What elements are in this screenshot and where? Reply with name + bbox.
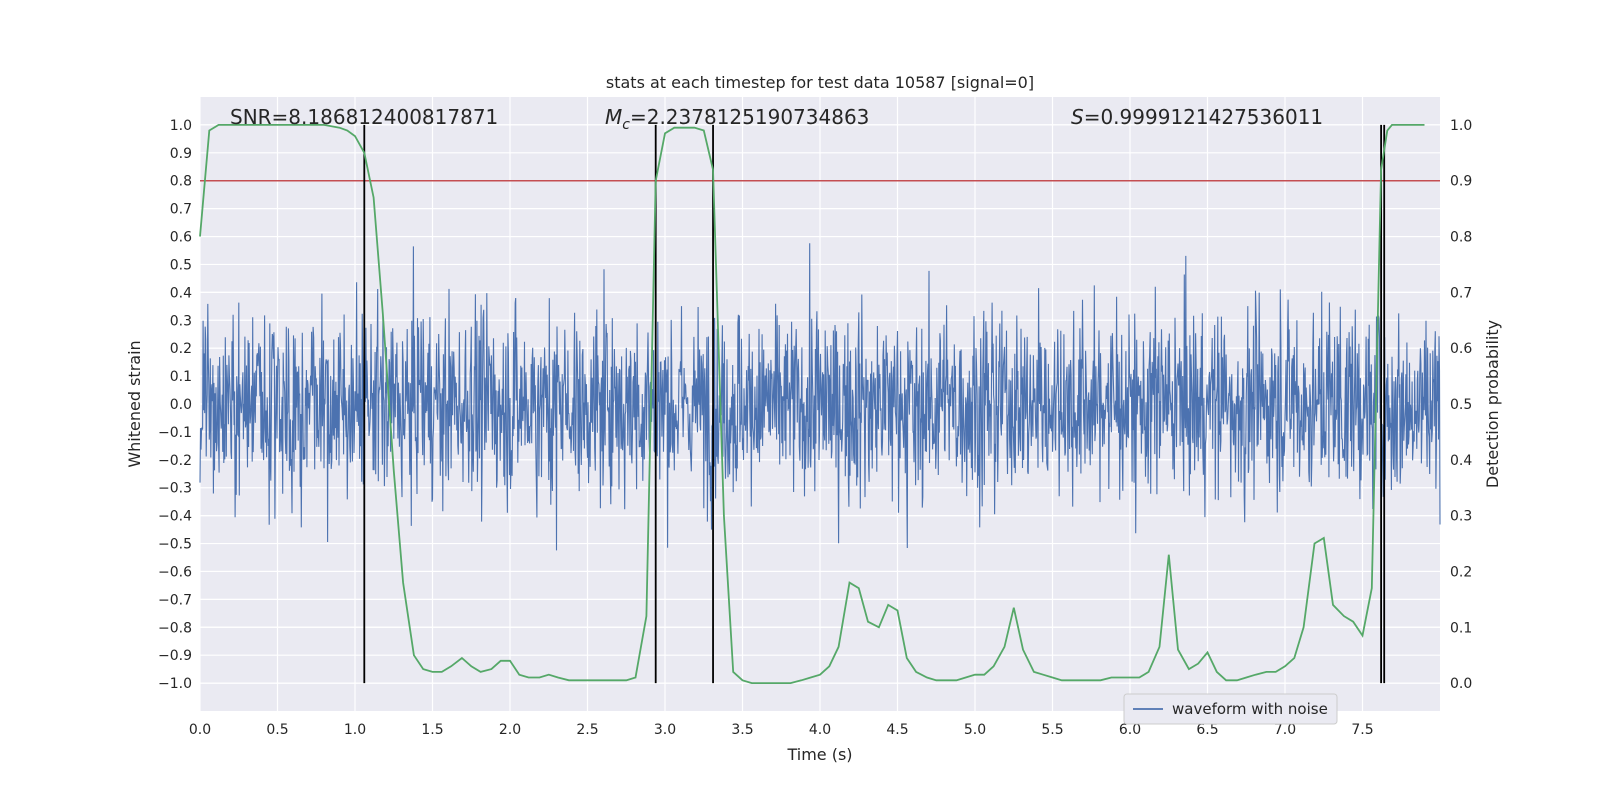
x-tick-label: 2.0 — [499, 722, 521, 738]
y-tick-label: −1.0 — [158, 676, 192, 692]
grid-lines — [199, 97, 1440, 711]
y2-tick-label: 0.2 — [1450, 564, 1472, 580]
y-tick-label: −0.1 — [158, 425, 192, 441]
x-tick-label: 3.0 — [654, 722, 676, 738]
waveform-path — [199, 243, 1441, 551]
y-tick-label: 0.4 — [170, 285, 192, 301]
chirp-mass-subscript: c — [622, 117, 630, 133]
y-tick-label: −0.3 — [158, 481, 192, 497]
waveform-series — [199, 243, 1441, 551]
y-tick-label: 0.2 — [170, 341, 192, 357]
x-axis-label: Time (s) — [786, 745, 852, 764]
y-tick-label: 0.8 — [170, 174, 192, 190]
y2-tick-label: 0.6 — [1450, 341, 1472, 357]
y-tick-label: 0.6 — [170, 230, 192, 246]
chart-title: stats at each timestep for test data 105… — [606, 73, 1034, 92]
x-tick-label: 0.5 — [266, 722, 288, 738]
legend-label: waveform with noise — [1172, 700, 1328, 718]
x-tick-label: 4.5 — [886, 722, 908, 738]
y2-tick-label: 1.0 — [1450, 118, 1472, 134]
s-annotation: S=0.9999121427536011 — [1071, 105, 1323, 129]
y-tick-label: −0.4 — [158, 509, 192, 525]
legend-box — [1123, 693, 1338, 725]
y-tick-label: −0.9 — [158, 648, 192, 664]
x-tick-label: 0.0 — [189, 722, 211, 738]
snr-annotation: SNR=8.186812400817871 — [230, 105, 498, 129]
x-tick-label: 7.0 — [1274, 722, 1296, 738]
x-tick-label: 2.5 — [576, 722, 598, 738]
y2-tick-label: 0.5 — [1450, 397, 1472, 413]
x-tick-label: 1.0 — [344, 722, 366, 738]
y-tick-label: −0.6 — [158, 564, 192, 580]
x-tick-labels: 0.0 0.5 1.0 1.5 2.0 2.5 3.0 3.5 4.0 4.5 5.0 5.5 6.0 6… — [189, 722, 1374, 738]
y-tick-labels: 1.0 0.9 0.8 0.7 0.6 0.5 0.4 0.3 0.2 0.1 0.0 −0.1 −0.… — [158, 118, 192, 692]
s-symbol: S — [1071, 105, 1084, 129]
s-value: =0.9999121427536011 — [1084, 105, 1323, 129]
y-tick-label: 0.5 — [170, 257, 192, 273]
x-tick-label: 7.5 — [1351, 722, 1373, 738]
x-tick-label: 5.0 — [964, 722, 986, 738]
detection-probability-line — [199, 124, 1425, 684]
y-tick-label: −0.2 — [158, 453, 192, 469]
chirp-mass-symbol: M — [605, 105, 622, 129]
x-tick-label: 4.0 — [809, 722, 831, 738]
x-tick-label: 6.5 — [1196, 722, 1218, 738]
x-tick-label: 3.5 — [731, 722, 753, 738]
chirp-mass-annotation: Mc=2.2378125190734863 — [605, 105, 869, 133]
y2-axis-label: Detection probability — [1483, 320, 1502, 488]
y2-tick-label: 0.1 — [1450, 620, 1472, 636]
y2-tick-label: 0.8 — [1450, 230, 1472, 246]
y-tick-label: 0.0 — [170, 397, 192, 413]
y-tick-label: 1.0 — [170, 118, 192, 134]
y-tick-label: −0.8 — [158, 620, 192, 636]
x-tick-label: 1.5 — [421, 722, 443, 738]
y2-tick-labels: 1.0 0.9 0.8 0.7 0.6 0.5 0.4 0.3 0.2 0.1 0.0 — [1450, 118, 1472, 692]
y-tick-label: 0.7 — [170, 202, 192, 218]
x-tick-label: 6.0 — [1119, 722, 1141, 738]
y-tick-label: 0.1 — [170, 369, 192, 385]
y-tick-label: −0.7 — [158, 592, 192, 608]
y2-tick-label: 0.7 — [1450, 285, 1472, 301]
y-tick-label: −0.5 — [158, 537, 192, 553]
chirp-mass-value: =2.2378125190734863 — [630, 105, 869, 129]
y2-tick-label: 0.4 — [1450, 453, 1472, 469]
y-tick-label: 0.9 — [170, 146, 192, 162]
y2-tick-label: 0.0 — [1450, 676, 1472, 692]
x-tick-label: 5.5 — [1041, 722, 1063, 738]
y-axis-label: Whitened strain — [125, 340, 144, 467]
legend: waveform with noise — [1123, 693, 1338, 725]
y-tick-label: 0.3 — [170, 313, 192, 329]
y2-tick-label: 0.3 — [1450, 509, 1472, 525]
y2-tick-label: 0.9 — [1450, 174, 1472, 190]
